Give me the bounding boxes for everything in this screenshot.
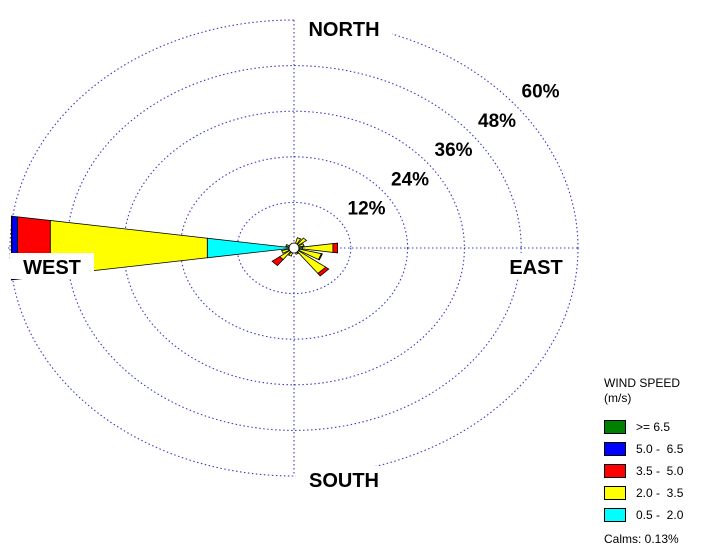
- south-label: SOUTH: [309, 470, 379, 492]
- ring-label-36: 36%: [435, 140, 473, 161]
- petal-270-bin-0: [206, 237, 295, 259]
- legend-label: 2.0 - 3.5: [636, 486, 684, 500]
- calms-label: Calms: 0.13%: [604, 532, 679, 546]
- legend-item-2-0-3-5: 2.0 - 3.5: [604, 482, 719, 504]
- legend-label: >= 6.5: [636, 420, 671, 434]
- petal-247.5-bin-1: [281, 248, 290, 254]
- legend-swatch: [604, 508, 626, 522]
- legend-label: 3.5 - 5.0: [636, 464, 684, 478]
- legend-swatch: [604, 464, 626, 478]
- ring-24: [179, 156, 409, 340]
- petal-90-bin-2: [332, 242, 338, 254]
- ring-label-60: 60%: [522, 81, 560, 102]
- center-calm-circle: [288, 242, 300, 254]
- petal-225-bin-2: [271, 256, 284, 267]
- legend-label: 0.5 - 2.0: [636, 508, 684, 522]
- ring-label-12: 12%: [348, 199, 386, 220]
- ring-label-24: 24%: [391, 169, 429, 190]
- legend-title: WIND SPEED: [604, 376, 681, 390]
- legend-item-5-0-6-5: 5.0 - 6.5: [604, 438, 719, 460]
- legend-item-ge-6-5: >= 6.5: [604, 416, 719, 438]
- legend-item-3-5-5-0: 3.5 - 5.0: [604, 460, 719, 482]
- petal-135-bin-2: [317, 266, 330, 277]
- north-label: NORTH: [308, 19, 379, 41]
- legend-swatch: [604, 442, 626, 456]
- legend-label: 5.0 - 6.5: [636, 442, 684, 456]
- ring-labels: 12%24% 36%48% 60%: [348, 81, 560, 219]
- west-label: WEST: [23, 257, 81, 279]
- legend: WIND SPEED (m/s) >= 6.5 5.0 - 6.5 3.5 - …: [604, 376, 719, 546]
- legend-item-0-5-2-0: 0.5 - 2.0: [604, 504, 719, 526]
- ring-label-48: 48%: [478, 111, 516, 132]
- legend-swatch: [604, 486, 626, 500]
- legend-unit: (m/s): [604, 391, 632, 405]
- petal-112.5-bin-2: [317, 253, 324, 261]
- legend-swatch: [604, 420, 626, 434]
- east-label: EAST: [509, 257, 562, 279]
